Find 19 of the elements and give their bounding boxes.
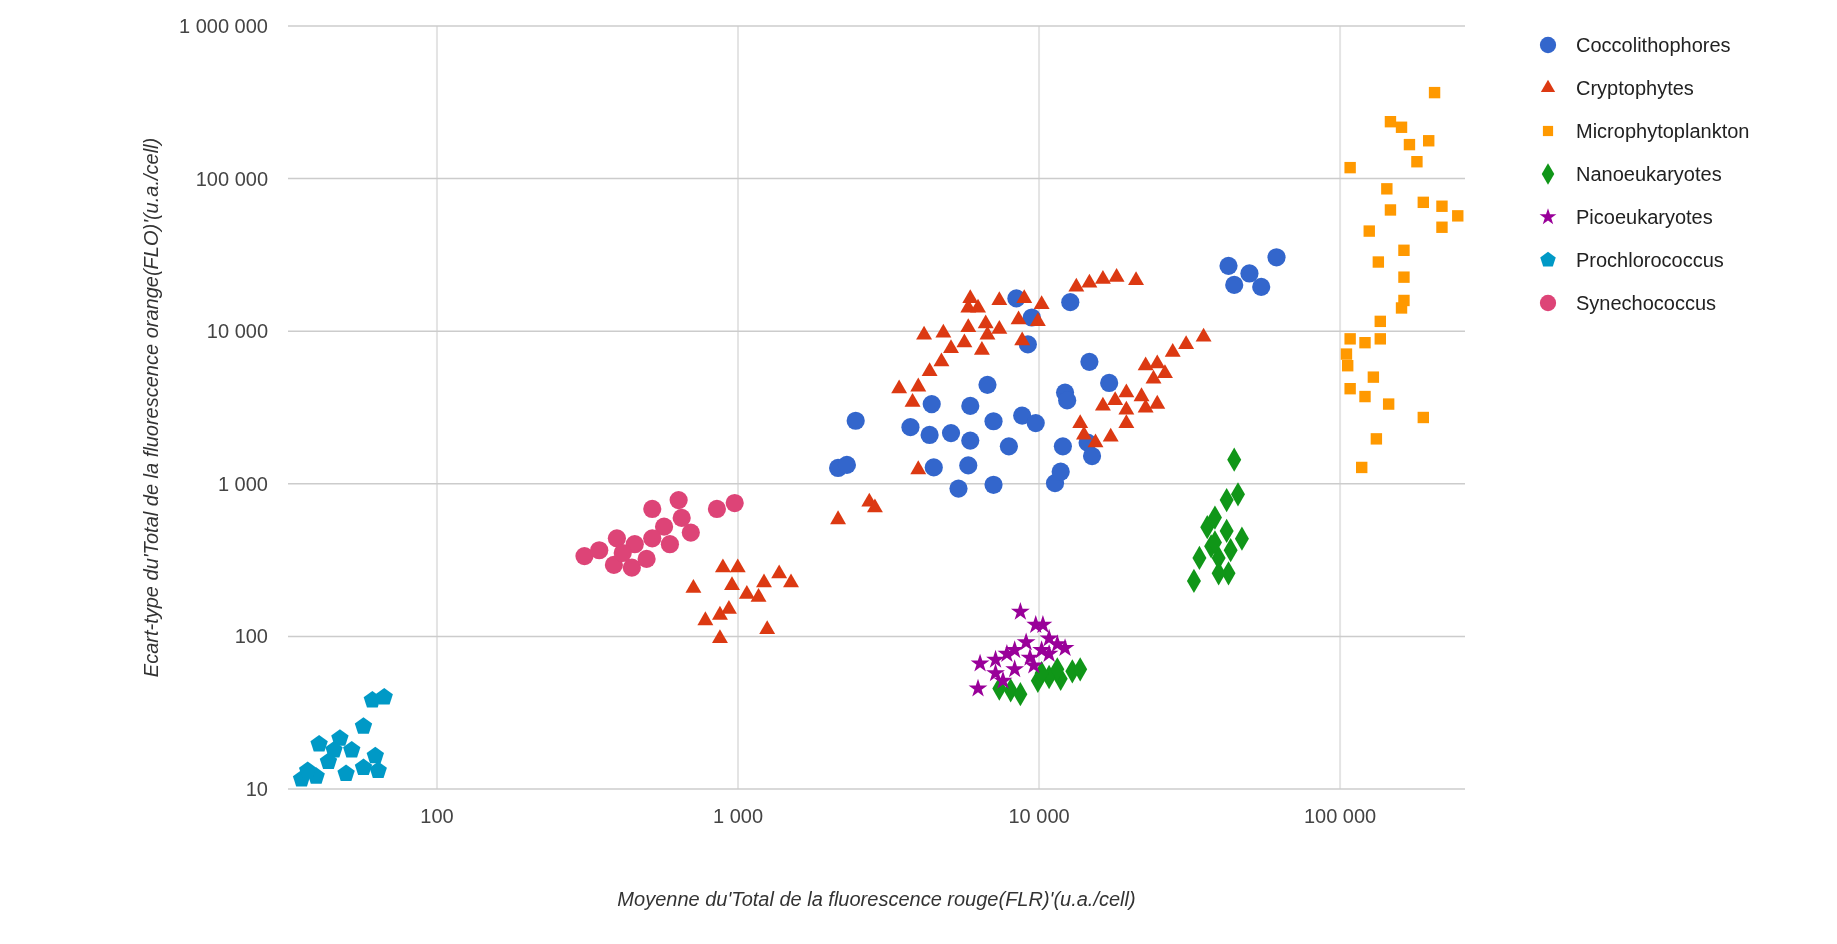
y-tick-label: 10: [245, 778, 268, 800]
legend-label: Coccolithophores: [1576, 34, 1731, 56]
y-axis-title: Ecart-type du'Total de la fluorescence orange(FLO)'(u.a./cell): [140, 137, 162, 678]
x-tick-label: 100: [420, 805, 454, 827]
x-tick-label: 10 000: [1008, 805, 1070, 827]
y-tick-label: 1 000 000: [179, 15, 268, 37]
x-axis-title: Moyenne du'Total de la fluorescence rouge(FLR)'(u.a./cell): [617, 888, 1136, 910]
x-tick-label: 100 000: [1303, 805, 1377, 827]
legend-label: Microphytoplankton: [1576, 120, 1750, 142]
legend-label: Nanoeukaryotes: [1576, 163, 1722, 185]
y-tick-label: 1 000: [217, 472, 268, 495]
y-tick-label: 100 000: [195, 167, 268, 190]
x-tick-label: 1 000: [712, 805, 764, 827]
legend-label: Cryptophytes: [1576, 77, 1694, 99]
legend-label: Prochlorococcus: [1576, 249, 1724, 271]
legend-label: Synechococcus: [1576, 292, 1717, 314]
legend-label: Picoeukaryotes: [1576, 206, 1713, 228]
y-tick-label: 10 000: [206, 320, 268, 343]
y-tick-label: 100: [234, 625, 268, 648]
